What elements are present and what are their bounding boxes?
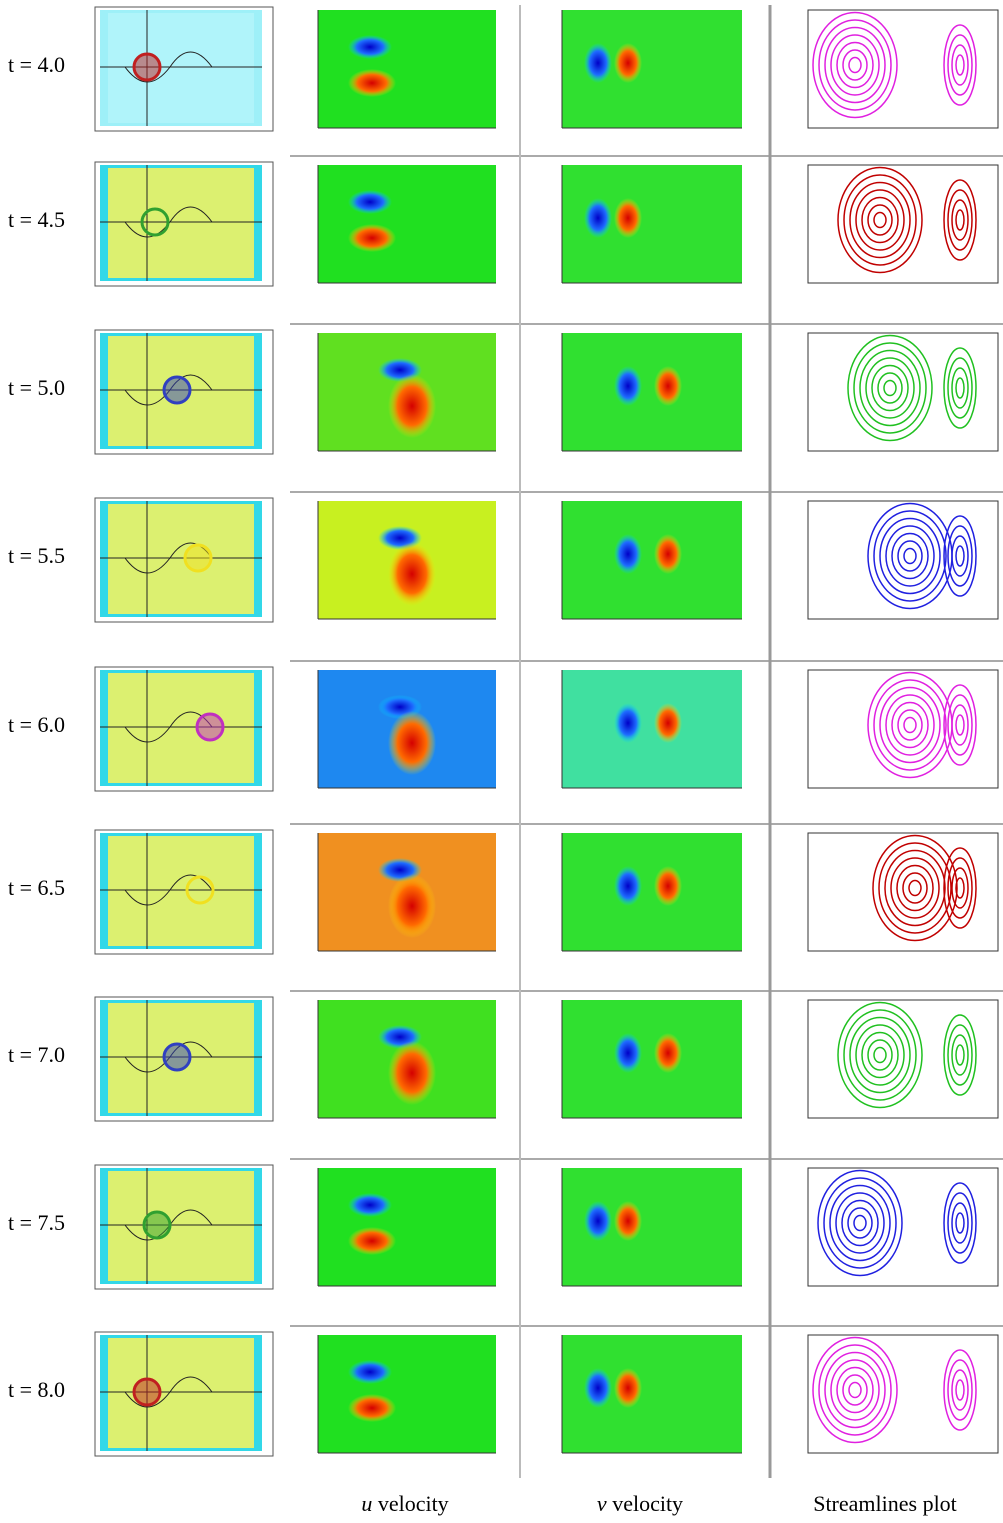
u-blob — [388, 711, 436, 775]
u-blob — [348, 35, 392, 59]
u-field — [318, 10, 496, 128]
v-field — [562, 670, 742, 788]
row-label: t = 7.0 — [8, 1042, 65, 1067]
row-label: t = 4.5 — [8, 207, 65, 232]
row-label: t = 6.0 — [8, 712, 65, 737]
v-field — [562, 501, 742, 619]
rows: t = 4.0 t = 4.5 t = 5.0 t = 5.5 t = 6.0 t = 6… — [8, 7, 1003, 1456]
u-blob — [388, 542, 436, 606]
u-blob — [348, 1360, 392, 1384]
v-blob — [614, 1033, 642, 1073]
domain-inner — [108, 673, 254, 783]
v-blob — [614, 198, 642, 238]
v-field — [562, 1000, 742, 1118]
u-field — [318, 165, 496, 283]
v-blob — [614, 534, 642, 574]
caption-streamlines: Streamlines plot — [813, 1491, 957, 1516]
domain-inner — [108, 168, 254, 278]
v-field — [562, 833, 742, 951]
row: t = 6.0 — [8, 661, 1003, 791]
caption-text: velocity — [378, 1491, 449, 1516]
u-blob — [348, 1394, 396, 1422]
v-blob — [614, 1201, 642, 1241]
u-blob — [348, 1227, 396, 1255]
domain-inner — [108, 836, 254, 946]
v-blob — [584, 1201, 612, 1241]
body — [144, 1212, 170, 1238]
u-blob — [388, 874, 436, 938]
v-blob — [614, 866, 642, 906]
row-label: t = 4.0 — [8, 52, 65, 77]
v-blob — [614, 703, 642, 743]
v-blob — [654, 1033, 682, 1073]
v-blob — [654, 534, 682, 574]
domain-inner — [108, 1171, 254, 1281]
body — [134, 54, 160, 80]
row: t = 4.5 — [8, 156, 1003, 286]
v-blob — [654, 866, 682, 906]
body — [164, 377, 190, 403]
u-blob — [348, 69, 396, 97]
body — [185, 545, 211, 571]
v-field — [562, 333, 742, 451]
u-field — [318, 1335, 496, 1453]
row: t = 7.5 — [8, 1159, 1003, 1289]
row: t = 4.0 — [8, 7, 998, 131]
caption-u: u velocity — [361, 1491, 448, 1516]
row: t = 8.0 — [8, 1326, 1003, 1456]
stream-frame — [808, 10, 998, 128]
u-blob — [348, 224, 396, 252]
figure: t = 4.0 t = 4.5 t = 5.0 t = 5.5 t = 6.0 t = 6… — [0, 0, 1003, 1523]
row-label: t = 8.0 — [8, 1377, 65, 1402]
domain-inner — [108, 13, 254, 123]
v-blob — [654, 703, 682, 743]
u-blob — [348, 1193, 392, 1217]
u-blob — [388, 1041, 436, 1105]
row: t = 7.0 — [8, 991, 1003, 1121]
body — [134, 1379, 160, 1405]
stream-frame — [808, 333, 998, 451]
u-blob — [388, 374, 436, 438]
u-field — [318, 1168, 496, 1286]
v-blob — [584, 1368, 612, 1408]
v-blob — [614, 366, 642, 406]
caption-text: velocity — [612, 1491, 683, 1516]
body — [197, 714, 223, 740]
row-label: t = 5.0 — [8, 375, 65, 400]
domain-inner — [108, 504, 254, 614]
row-label: t = 5.5 — [8, 543, 65, 568]
row: t = 5.0 — [8, 324, 1003, 454]
body — [164, 1044, 190, 1070]
caption-symbol: u — [361, 1491, 372, 1516]
caption-v: v velocity — [597, 1491, 683, 1516]
stream-frame — [808, 165, 998, 283]
v-blob — [584, 43, 612, 83]
u-blob — [348, 190, 392, 214]
row: t = 6.5 — [8, 824, 1003, 954]
row: t = 5.5 — [8, 492, 1003, 622]
row-label: t = 7.5 — [8, 1210, 65, 1235]
v-blob — [584, 198, 612, 238]
domain-inner — [108, 1338, 254, 1448]
stream-frame — [808, 1000, 998, 1118]
caption-symbol: v — [597, 1491, 607, 1516]
v-blob — [614, 1368, 642, 1408]
v-blob — [614, 43, 642, 83]
stream-frame — [808, 1335, 998, 1453]
v-blob — [654, 366, 682, 406]
row-label: t = 6.5 — [8, 875, 65, 900]
